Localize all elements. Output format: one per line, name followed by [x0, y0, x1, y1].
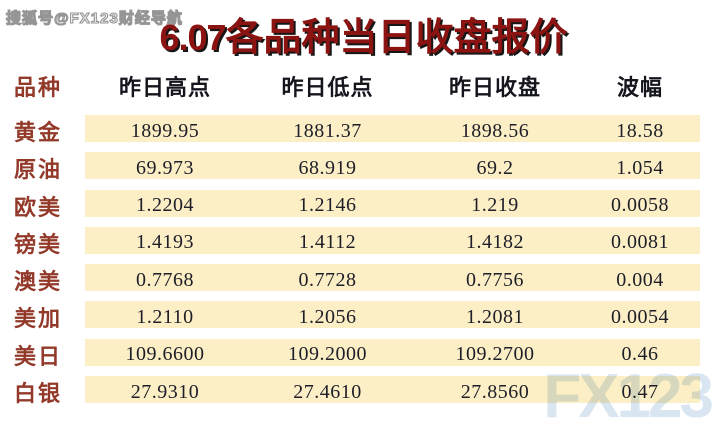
range-value: 0.47 [621, 380, 659, 403]
prev-high-value: 69.973 [136, 156, 194, 179]
header-range: 波幅 [616, 75, 663, 100]
instrument-name: 镑美 [14, 231, 63, 257]
table-row: 美加 1.2110 1.2056 1.2081 0.0054 [0, 301, 727, 331]
table-row: 镑美 1.4193 1.4112 1.4182 0.0081 [0, 226, 727, 257]
range-value: 0.0054 [611, 305, 669, 328]
table-header-row: 品种 昨日高点 昨日低点 昨日收盘 波幅 [0, 70, 727, 100]
prev-close-value: 1.2081 [466, 305, 524, 328]
prev-low-value: 1.2056 [298, 305, 357, 328]
prev-low-value: 109.2000 [288, 343, 367, 366]
header-prev-close: 昨日收盘 [448, 75, 541, 100]
prev-low-value: 68.919 [298, 156, 357, 179]
table-row: 美日 109.6600 109.2000 109.2700 0.46 [0, 338, 727, 369]
sohu-account-watermark: 搜狐号@FX123财经导航 [5, 9, 183, 27]
prev-close-value: 1.4182 [466, 231, 524, 254]
table-row: 黄金 1899.95 1881.37 1898.56 18.58 [0, 115, 727, 145]
prev-high-value: 1.2204 [136, 194, 194, 217]
instrument-name: 欧美 [14, 194, 63, 220]
title-date: 6.07 [159, 17, 226, 58]
prev-low-value: 0.7728 [298, 268, 357, 291]
prev-close-value: 1898.56 [460, 119, 530, 142]
prev-high-value: 1.2110 [136, 305, 194, 328]
prev-low-value: 27.4610 [293, 380, 362, 403]
prev-high-value: 109.6600 [125, 343, 205, 366]
table-row: 原油 69.973 68.919 69.2 1.054 [0, 152, 727, 182]
prev-low-value: 1.4112 [298, 231, 357, 254]
range-value: 1.054 [616, 156, 664, 179]
header-prev-high: 昨日高点 [118, 75, 211, 100]
instrument-name: 白银 [14, 381, 63, 407]
page-title: 6.07各品种当日收盘报价 [0, 6, 727, 61]
header-prev-low: 昨日低点 [281, 75, 374, 100]
fx123-logo-watermark: FX123 [543, 362, 714, 426]
table-row: 澳美 0.7768 0.7728 0.7756 0.004 [0, 264, 727, 294]
prev-close-value: 69.2 [476, 156, 514, 179]
prev-high-value: 27.9310 [130, 380, 200, 403]
range-value: 18.58 [616, 119, 664, 142]
table-row: 欧美 1.2204 1.2146 1.219 0.0058 [0, 189, 727, 220]
title-text: 各品种当日收盘报价 [225, 17, 568, 59]
prev-low-value: 1881.37 [293, 119, 362, 142]
prev-close-value: 0.7756 [466, 268, 524, 291]
instrument-name: 美日 [14, 343, 63, 369]
instrument-name: 澳美 [14, 269, 63, 295]
prev-high-value: 1899.95 [130, 119, 200, 142]
table-row: 白银 27.9310 27.4610 27.8560 0.47 [0, 376, 727, 406]
instrument-name: 美加 [14, 306, 63, 332]
range-value: 0.004 [616, 268, 664, 291]
prev-close-value: 109.2700 [455, 343, 535, 366]
price-table: 品种 昨日高点 昨日低点 昨日收盘 波幅 黄金 1899.95 1881.37 … [0, 70, 727, 413]
range-value: 0.0081 [611, 231, 669, 254]
table-body: 黄金 1899.95 1881.37 1898.56 18.58 原油 69.9… [0, 100, 727, 406]
prev-close-value: 27.8560 [460, 380, 530, 403]
prev-high-value: 0.7768 [136, 268, 194, 291]
header-instrument: 品种 [14, 75, 63, 100]
range-value: 0.0058 [611, 194, 669, 217]
prev-high-value: 1.4193 [136, 231, 194, 254]
prev-close-value: 1.219 [471, 194, 519, 217]
instrument-name: 黄金 [14, 120, 63, 145]
prev-low-value: 1.2146 [298, 194, 357, 217]
range-value: 0.46 [621, 343, 659, 366]
instrument-name: 原油 [14, 157, 63, 183]
